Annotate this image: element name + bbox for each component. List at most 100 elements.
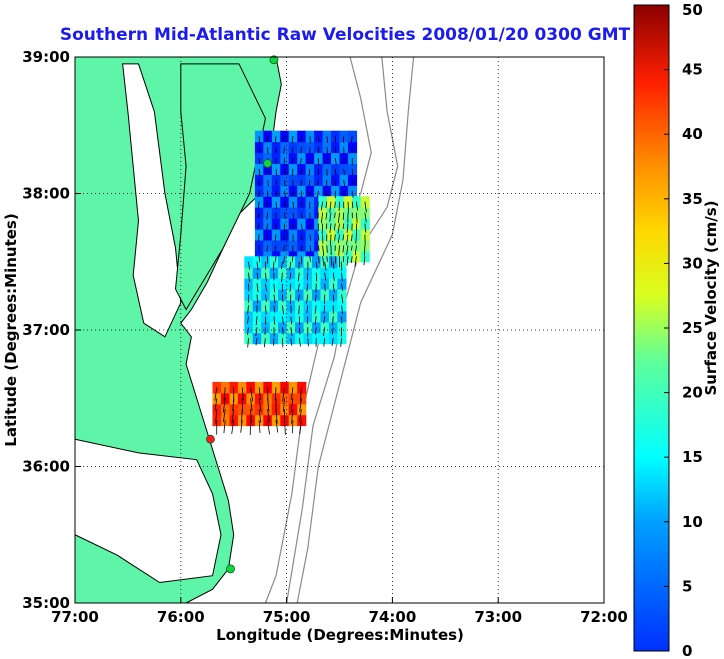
velocity-arrow — [258, 147, 261, 153]
velocity-arrow — [326, 157, 328, 164]
velocity-arrow — [223, 387, 226, 401]
velocity-arrow — [301, 234, 303, 241]
velocity-arrow — [250, 409, 252, 423]
land-layer — [74, 56, 282, 604]
velocity-arrow — [306, 283, 309, 292]
velocity-arrow — [256, 261, 259, 271]
velocity-arrow — [284, 212, 286, 220]
velocity-arrow — [298, 327, 301, 335]
velocity-arrow — [331, 338, 334, 346]
velocity-arrow — [309, 234, 312, 242]
velocity-arrow — [329, 223, 332, 233]
velocity-arrow — [263, 338, 266, 348]
velocity-arrow — [275, 168, 278, 177]
colorbar-tick-label: 35 — [682, 190, 703, 208]
y-axis-label: Latitude (Degrees:Minutes) — [2, 213, 20, 446]
velocity-arrow — [330, 234, 332, 246]
velocity-arrow — [334, 201, 336, 209]
velocity-arrow — [284, 420, 286, 435]
velocity-arrow — [341, 283, 343, 291]
velocity-arrow — [334, 234, 336, 241]
velocity-arrow — [351, 168, 354, 176]
velocity-arrow — [283, 245, 285, 252]
velocity-arrow — [325, 201, 328, 209]
velocity-arrow — [273, 294, 276, 304]
velocity-arrow — [342, 234, 345, 241]
velocity-arrow — [342, 245, 345, 253]
velocity-arrow — [347, 201, 349, 213]
velocity-arrow — [250, 387, 254, 402]
velocity-arrow — [308, 179, 311, 187]
pamlico-sound — [74, 438, 222, 584]
velocity-arrow — [292, 256, 294, 262]
velocity-arrow — [354, 245, 357, 256]
velocity-arrow — [248, 261, 250, 270]
velocity-arrow — [299, 420, 302, 435]
velocity-arrow — [351, 179, 354, 186]
velocity-arrow — [338, 212, 340, 223]
y-tick-label: 35:00 — [22, 594, 70, 612]
velocity-arrow — [341, 294, 344, 304]
velocity-arrow — [329, 212, 332, 222]
velocity-arrow — [266, 223, 268, 231]
colorbar-tick-label: 20 — [682, 384, 703, 402]
bathymetry-contour — [296, 56, 415, 604]
velocity-arrow — [223, 420, 226, 434]
velocity-arrow — [299, 398, 302, 412]
velocity-arrow — [346, 234, 349, 246]
velocity-arrow — [355, 234, 357, 244]
velocity-arrow — [275, 256, 277, 262]
velocity-arrow — [325, 212, 328, 220]
velocity-arrow — [317, 147, 320, 154]
velocity-arrow — [342, 212, 345, 220]
velocity-arrow — [292, 212, 295, 219]
velocity-arrow — [240, 420, 243, 433]
velocity-arrow — [331, 327, 334, 335]
colorbar-label: Surface Velocity (cm/s) — [702, 200, 720, 395]
velocity-arrow — [284, 201, 286, 208]
velocity-arrow — [346, 245, 349, 255]
colorbar-tick-label: 0 — [682, 642, 692, 659]
velocity-arrow — [291, 409, 294, 424]
velocity-arrow — [214, 387, 218, 401]
velocity-arrow — [300, 168, 302, 175]
velocity-arrow — [258, 398, 262, 413]
velocity-arrow — [257, 223, 260, 230]
velocity-arrow — [274, 234, 277, 242]
velocity-arrow — [317, 179, 319, 186]
velocity-arrow — [351, 245, 353, 251]
velocity-arrow — [290, 316, 293, 325]
velocity-arrow — [315, 272, 318, 282]
velocity-arrow — [247, 305, 249, 315]
velocity-arrow — [299, 409, 302, 422]
velocity-arrow — [356, 201, 358, 211]
velocity-arrow — [364, 201, 367, 213]
velocity-arrow — [289, 283, 292, 292]
velocity-arrow — [300, 147, 302, 154]
station-markers — [206, 55, 279, 574]
colorbar-tick-label: 15 — [682, 448, 703, 466]
colorbar-tick-label: 50 — [682, 1, 703, 19]
velocity-arrow — [351, 136, 353, 143]
y-tick-label: 36:00 — [22, 458, 70, 476]
station-marker — [206, 434, 215, 444]
velocity-arrow — [315, 327, 317, 335]
velocity-arrow — [290, 338, 293, 346]
chesapeake-bay — [122, 63, 182, 338]
velocity-arrow — [265, 283, 267, 292]
velocity-arrow — [282, 338, 284, 348]
x-tick-label: 73:00 — [474, 608, 522, 626]
grid-lines — [75, 57, 604, 603]
velocity-arrow — [298, 305, 300, 315]
velocity-arrow — [338, 245, 340, 256]
velocity-arrow — [258, 157, 261, 165]
velocity-arrow — [284, 190, 286, 198]
velocity-arrow — [343, 168, 345, 176]
velocity-arrow — [317, 136, 320, 142]
velocity-arrow — [222, 398, 226, 413]
velocity-arrow — [306, 294, 309, 304]
velocity-arrow — [292, 223, 294, 229]
velocity-arrow — [282, 294, 284, 303]
velocity-arrow — [300, 157, 302, 166]
velocity-arrow — [267, 409, 270, 422]
